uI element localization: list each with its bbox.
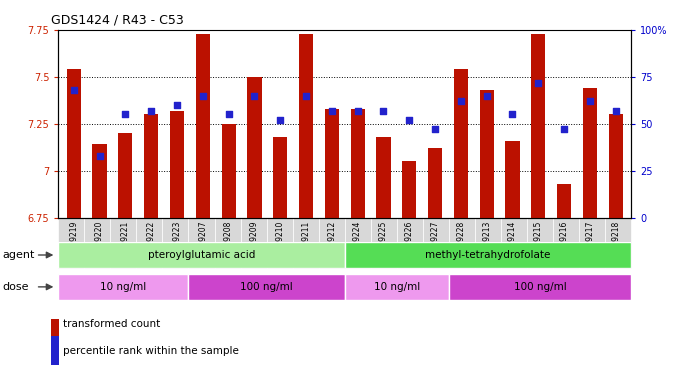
- Text: dose: dose: [2, 282, 29, 292]
- Text: percentile rank within the sample: percentile rank within the sample: [63, 345, 239, 355]
- Bar: [222, 124, 236, 218]
- Bar: [351, 109, 365, 217]
- Bar: [344, 242, 631, 268]
- Bar: [402, 161, 416, 218]
- Bar: [189, 274, 345, 300]
- Point: [584, 98, 595, 104]
- Bar: [196, 34, 210, 218]
- Bar: [67, 69, 81, 218]
- Text: 100 ng/ml: 100 ng/ml: [240, 282, 293, 292]
- Text: transformed count: transformed count: [63, 319, 161, 329]
- Bar: [93, 144, 107, 218]
- Point: [456, 98, 466, 104]
- Bar: [273, 137, 287, 218]
- Point: [198, 93, 209, 99]
- Bar: [51, 310, 59, 339]
- Point: [172, 102, 182, 108]
- Point: [120, 111, 131, 117]
- Point: [378, 108, 389, 114]
- Point: [507, 111, 518, 117]
- Point: [223, 111, 234, 117]
- Bar: [58, 274, 189, 300]
- Point: [481, 93, 492, 99]
- Point: [429, 126, 440, 132]
- Text: pteroylglutamic acid: pteroylglutamic acid: [147, 250, 255, 260]
- Point: [69, 87, 80, 93]
- Bar: [170, 111, 184, 218]
- Bar: [299, 34, 313, 218]
- Bar: [344, 274, 449, 300]
- Point: [94, 153, 105, 159]
- Point: [300, 93, 311, 99]
- Bar: [118, 133, 132, 218]
- Bar: [557, 184, 571, 218]
- Bar: [608, 114, 623, 218]
- Text: GDS1424 / R43 - C53: GDS1424 / R43 - C53: [51, 13, 185, 26]
- Bar: [449, 274, 631, 300]
- Point: [145, 108, 156, 114]
- Bar: [324, 109, 339, 217]
- Bar: [144, 114, 158, 218]
- Bar: [506, 141, 519, 218]
- Bar: [480, 90, 494, 218]
- Bar: [377, 137, 390, 218]
- Point: [558, 126, 569, 132]
- Bar: [248, 77, 261, 218]
- Text: 10 ng/ml: 10 ng/ml: [374, 282, 420, 292]
- Bar: [428, 148, 442, 217]
- Text: methyl-tetrahydrofolate: methyl-tetrahydrofolate: [425, 250, 551, 260]
- Bar: [582, 88, 597, 218]
- Text: agent: agent: [2, 250, 34, 260]
- Point: [533, 80, 544, 86]
- Bar: [531, 34, 545, 218]
- Point: [274, 117, 285, 123]
- Bar: [58, 242, 344, 268]
- Point: [352, 108, 363, 114]
- Text: 10 ng/ml: 10 ng/ml: [100, 282, 147, 292]
- Bar: [51, 336, 59, 365]
- Bar: [453, 69, 468, 218]
- Point: [327, 108, 338, 114]
- Point: [404, 117, 415, 123]
- Text: 100 ng/ml: 100 ng/ml: [514, 282, 567, 292]
- Point: [249, 93, 260, 99]
- Point: [610, 108, 621, 114]
